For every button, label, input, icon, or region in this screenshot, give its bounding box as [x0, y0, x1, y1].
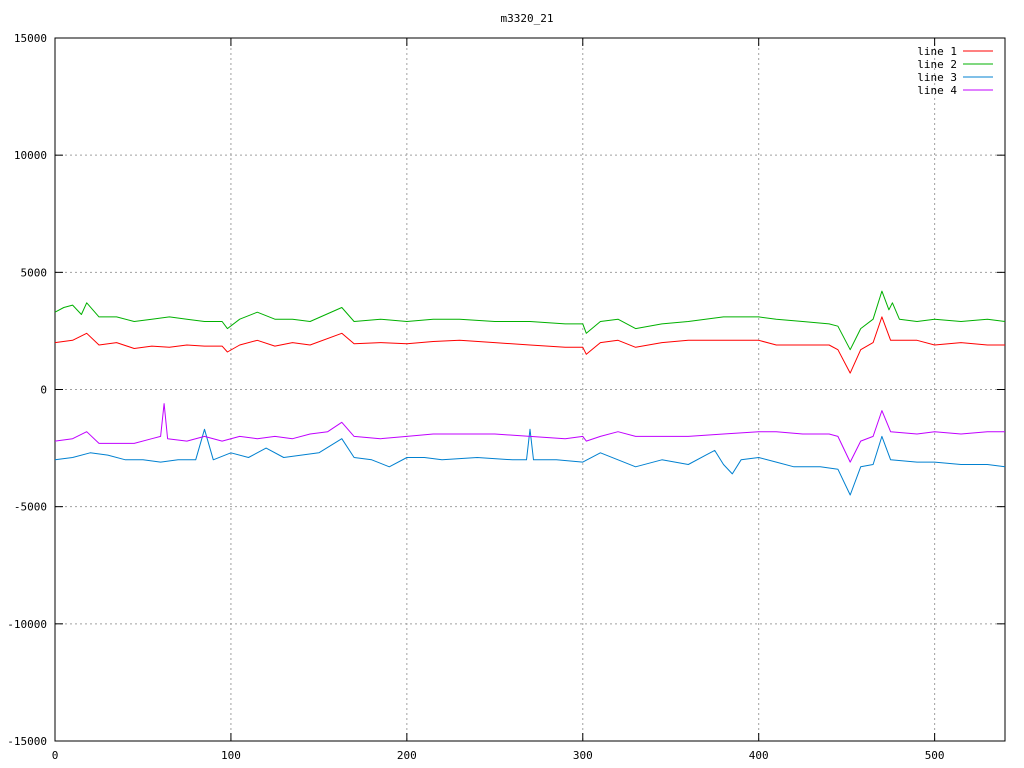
x-tick-label: 300: [573, 749, 593, 762]
legend-label: line 2: [917, 58, 957, 71]
x-tick-label: 500: [925, 749, 945, 762]
y-tick-label: -10000: [7, 618, 47, 631]
x-tick-label: 400: [749, 749, 769, 762]
y-tick-label: 15000: [14, 32, 47, 45]
series-line-3: [54, 428, 1006, 496]
y-tick-label: 5000: [21, 266, 48, 279]
y-tick-label: -5000: [14, 501, 47, 514]
y-tick-label: 0: [40, 384, 47, 397]
x-tick-label: 200: [397, 749, 417, 762]
grid: [55, 38, 1005, 741]
axis-ticks: -15000 -10000 -5000 0 5000 10000 15000 0 100 200 3…: [7, 32, 1005, 762]
y-tick-label: -15000: [7, 735, 47, 748]
x-tick-label: 0: [52, 749, 59, 762]
legend-label: line 3: [917, 71, 957, 84]
series-line-1: [54, 316, 1005, 374]
series-line-2: [54, 290, 1006, 351]
y-tick-label: 10000: [14, 149, 47, 162]
legend-label: line 1: [917, 45, 957, 58]
legend-label: line 4: [917, 84, 957, 97]
x-tick-label: 100: [221, 749, 241, 762]
chart-title: m3320_21: [501, 12, 554, 25]
series-lines: [54, 290, 1006, 496]
series-line-4: [54, 403, 1005, 463]
